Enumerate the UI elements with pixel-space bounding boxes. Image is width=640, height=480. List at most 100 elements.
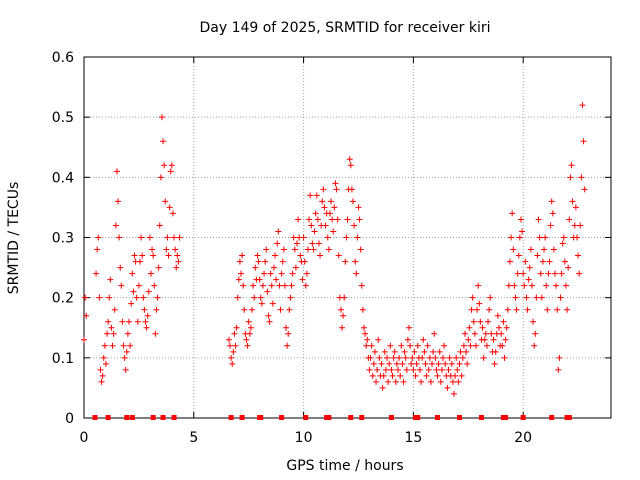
data-point: [433, 366, 440, 373]
data-point: [579, 102, 586, 109]
data-point: [115, 198, 122, 205]
data-point: [512, 294, 519, 301]
data-point: [144, 312, 151, 319]
data-point: [387, 342, 394, 349]
satellite-marker: [258, 415, 264, 420]
data-point: [469, 294, 476, 301]
data-point: [343, 234, 350, 241]
data-point: [169, 210, 176, 217]
data-point: [509, 210, 516, 217]
data-point: [133, 294, 140, 301]
data-point: [564, 306, 571, 313]
data-point: [559, 240, 566, 247]
data-point: [230, 348, 237, 355]
data-point: [488, 330, 495, 337]
satellite-marker: [348, 415, 354, 420]
y-tick-label: 0.4: [52, 170, 74, 186]
data-point: [174, 252, 181, 259]
data-point: [382, 366, 389, 373]
data-point: [247, 324, 254, 331]
data-point: [261, 270, 268, 277]
data-point: [517, 216, 524, 223]
data-point: [101, 342, 108, 349]
satellite-marker: [129, 415, 135, 420]
data-point: [544, 306, 551, 313]
data-point: [556, 354, 563, 361]
data-point: [229, 360, 236, 367]
data-point: [315, 240, 322, 247]
x-tick-label: 5: [189, 430, 198, 446]
data-point: [524, 306, 531, 313]
data-point: [123, 348, 130, 355]
data-point: [516, 234, 523, 241]
data-point: [435, 360, 442, 367]
data-point: [547, 222, 554, 229]
data-point: [444, 384, 451, 391]
data-point: [498, 330, 505, 337]
data-point: [163, 246, 170, 253]
data-point: [147, 270, 154, 277]
data-point: [334, 216, 341, 223]
data-point: [158, 114, 165, 121]
data-point: [388, 366, 395, 373]
data-point: [362, 330, 369, 337]
data-point: [141, 306, 148, 313]
data-point: [452, 372, 459, 379]
data-point: [486, 306, 493, 313]
data-point: [131, 252, 138, 259]
data-point: [120, 342, 127, 349]
data-point: [499, 342, 506, 349]
data-point: [134, 318, 141, 325]
data-point: [442, 360, 449, 367]
data-point: [539, 258, 546, 265]
data-point: [378, 360, 385, 367]
data-point: [521, 282, 528, 289]
data-point: [552, 270, 559, 277]
data-point: [566, 216, 573, 223]
data-point: [461, 330, 468, 337]
satellite-marker: [92, 415, 98, 420]
data-point: [460, 342, 467, 349]
x-tick-label: 0: [80, 430, 89, 446]
data-point: [235, 276, 242, 283]
data-point: [149, 246, 156, 253]
data-point: [422, 360, 429, 367]
data-point: [290, 234, 297, 241]
data-point: [240, 282, 247, 289]
data-point: [432, 354, 439, 361]
data-point: [82, 294, 89, 301]
data-point: [313, 192, 320, 199]
data-point: [347, 162, 354, 169]
data-point: [555, 366, 562, 373]
data-point: [292, 264, 299, 271]
data-point: [396, 354, 403, 361]
data-point: [232, 342, 239, 349]
data-point: [353, 270, 360, 277]
data-point: [99, 372, 106, 379]
data-point: [562, 282, 569, 289]
data-point: [160, 138, 167, 145]
x-tick-label: 20: [514, 430, 532, 446]
data-point: [357, 246, 364, 253]
satellite-marker: [326, 415, 332, 420]
data-point: [231, 330, 238, 337]
data-point: [349, 198, 356, 205]
data-point: [423, 372, 430, 379]
data-point: [337, 306, 344, 313]
data-point: [262, 258, 269, 265]
data-point: [293, 240, 300, 247]
data-point: [107, 276, 114, 283]
data-point: [279, 258, 286, 265]
data-point: [513, 306, 520, 313]
data-point: [479, 324, 486, 331]
data-point: [384, 354, 391, 361]
data-point: [142, 318, 149, 325]
data-point: [409, 354, 416, 361]
data-point: [272, 252, 279, 259]
data-point: [339, 324, 346, 331]
data-point: [116, 234, 123, 241]
data-point: [348, 186, 355, 193]
data-point: [404, 336, 411, 343]
data-point: [112, 222, 119, 229]
